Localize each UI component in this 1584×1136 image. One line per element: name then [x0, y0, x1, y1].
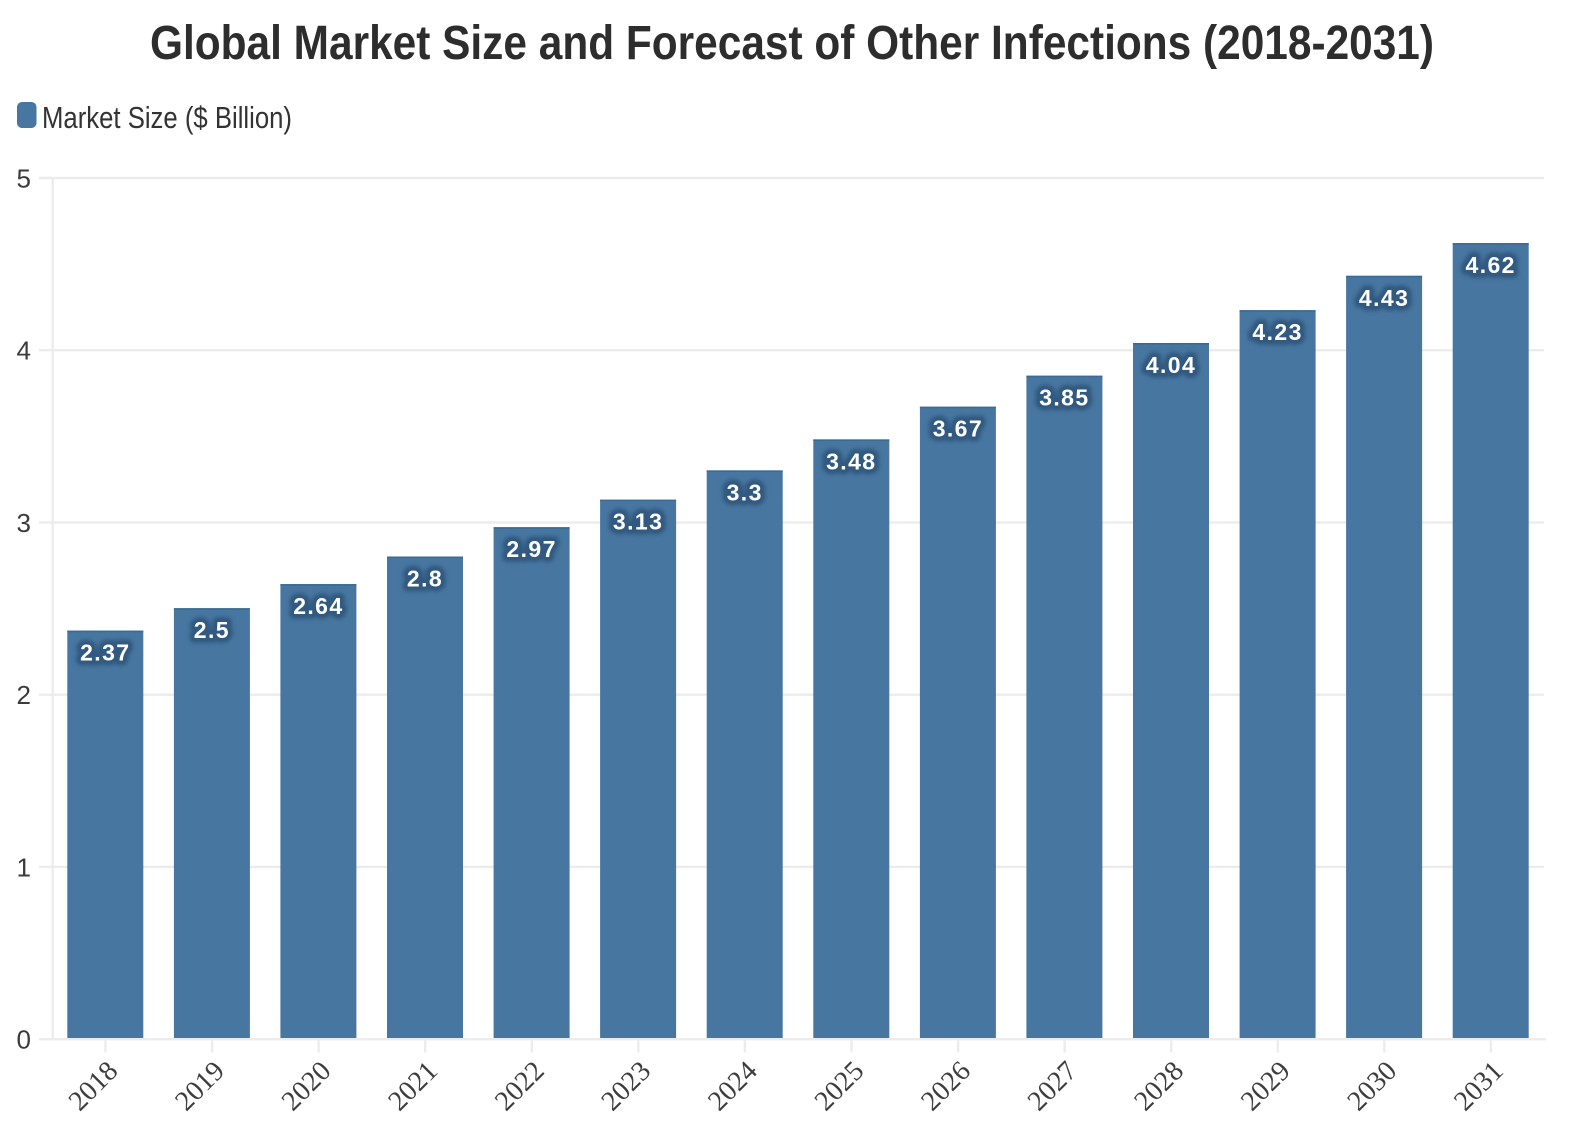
- svg-text:4.04: 4.04: [1146, 352, 1196, 378]
- svg-text:3.85: 3.85: [1039, 385, 1089, 411]
- svg-text:3.3: 3.3: [727, 479, 763, 505]
- svg-text:4.23: 4.23: [1252, 319, 1302, 345]
- svg-text:4.23: 4.23: [1252, 319, 1302, 345]
- svg-text:4.04: 4.04: [1146, 352, 1196, 378]
- svg-text:4.23: 4.23: [1252, 319, 1302, 345]
- svg-text:2.8: 2.8: [407, 566, 443, 592]
- svg-text:2.8: 2.8: [407, 566, 443, 592]
- svg-text:2.64: 2.64: [293, 593, 343, 619]
- svg-text:Market Size ($ Billion): Market Size ($ Billion): [42, 100, 292, 135]
- svg-text:2.97: 2.97: [506, 536, 556, 562]
- svg-text:3: 3: [17, 508, 31, 538]
- svg-text:2.97: 2.97: [506, 536, 556, 562]
- svg-text:2.64: 2.64: [293, 593, 343, 619]
- svg-text:2.5: 2.5: [194, 617, 230, 643]
- svg-text:4.62: 4.62: [1466, 252, 1516, 278]
- svg-text:3.85: 3.85: [1039, 385, 1089, 411]
- svg-text:3.67: 3.67: [933, 416, 983, 442]
- svg-text:4.04: 4.04: [1146, 352, 1196, 378]
- svg-text:3.67: 3.67: [933, 416, 983, 442]
- svg-text:3.67: 3.67: [933, 416, 983, 442]
- svg-text:2.37: 2.37: [80, 640, 130, 666]
- svg-text:2.5: 2.5: [194, 617, 230, 643]
- svg-text:3.48: 3.48: [826, 448, 876, 474]
- svg-text:4.62: 4.62: [1466, 252, 1516, 278]
- svg-text:4.43: 4.43: [1359, 285, 1409, 311]
- svg-text:3.3: 3.3: [727, 479, 763, 505]
- svg-text:3.48: 3.48: [826, 448, 876, 474]
- svg-text:2.8: 2.8: [407, 566, 443, 592]
- svg-text:2.5: 2.5: [194, 617, 230, 643]
- svg-text:4: 4: [17, 336, 31, 366]
- svg-text:1: 1: [17, 852, 31, 882]
- svg-text:2.64: 2.64: [293, 593, 343, 619]
- svg-text:2: 2: [17, 680, 31, 710]
- svg-text:Global Market Size and Forecas: Global Market Size and Forecast of Other…: [150, 17, 1434, 70]
- svg-text:3.85: 3.85: [1039, 385, 1089, 411]
- svg-text:3.13: 3.13: [613, 509, 663, 535]
- svg-text:4.62: 4.62: [1466, 252, 1516, 278]
- svg-text:2.97: 2.97: [506, 536, 556, 562]
- svg-text:0: 0: [17, 1025, 31, 1055]
- svg-text:4.43: 4.43: [1359, 285, 1409, 311]
- svg-text:3.13: 3.13: [613, 509, 663, 535]
- svg-text:3.3: 3.3: [727, 479, 763, 505]
- svg-text:3.13: 3.13: [613, 509, 663, 535]
- svg-text:2.37: 2.37: [80, 640, 130, 666]
- svg-text:3.48: 3.48: [826, 448, 876, 474]
- svg-text:4.43: 4.43: [1359, 285, 1409, 311]
- svg-text:2.37: 2.37: [80, 640, 130, 666]
- svg-text:5: 5: [17, 164, 31, 194]
